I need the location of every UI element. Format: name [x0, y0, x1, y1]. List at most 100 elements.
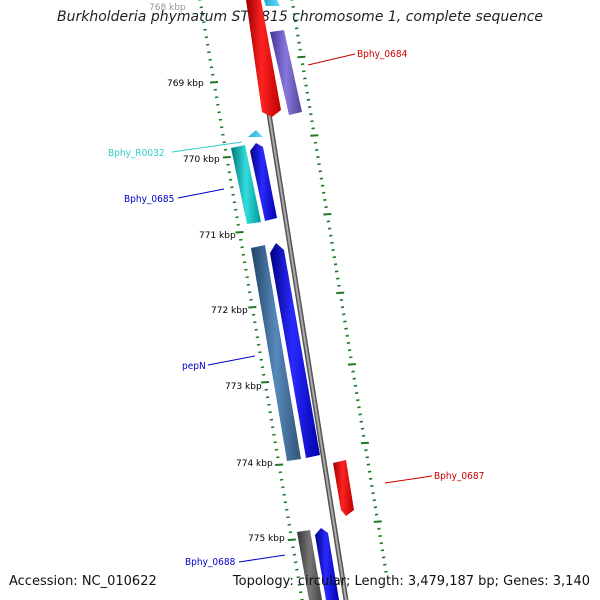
tick-mark — [207, 51, 211, 54]
gene-bphy-0684-ortholog[interactable] — [270, 30, 302, 115]
tick-mark — [297, 583, 302, 586]
tick-label-775: 775 kbp — [248, 534, 285, 544]
tick-mark — [309, 113, 313, 116]
tick-mark — [231, 193, 235, 196]
tick-mark — [213, 88, 218, 91]
tick-mark — [245, 276, 249, 279]
gene-features — [231, 0, 354, 600]
tick-mark — [360, 427, 365, 430]
tick-label-772: 772 kbp — [211, 306, 248, 316]
map-title: Burkholderia phymatum STM815 chromosome … — [56, 9, 543, 25]
tick-mark — [230, 186, 234, 189]
tick-mark — [240, 246, 244, 249]
tick-mark — [297, 41, 301, 44]
gene-label-bphy-0688[interactable]: Bphy_0688 — [185, 557, 236, 568]
tick-mark — [208, 58, 212, 61]
tick-mark — [307, 106, 312, 109]
tick-mark — [291, 5, 295, 8]
gene-bphy-0685-arrow[interactable] — [250, 143, 277, 221]
tick-mark — [200, 13, 205, 16]
tick-mark — [367, 470, 372, 473]
tick-mark — [214, 96, 219, 99]
tick-mark — [205, 43, 210, 46]
tick-mark — [264, 388, 269, 391]
tick-mark — [202, 21, 206, 24]
tick-mark — [326, 220, 331, 223]
tick-mark — [291, 546, 295, 549]
tick-mark — [281, 486, 285, 489]
tick-mark — [331, 249, 335, 252]
tick-mark — [360, 441, 369, 445]
tick-mark — [324, 206, 328, 209]
accession-text: Accession: NC_010622 — [9, 574, 157, 589]
rna-bphy-r0032-marker[interactable] — [248, 130, 263, 137]
tick-mark — [323, 213, 332, 216]
gene-fragment-top[interactable] — [264, 0, 280, 6]
gene-bphy-r0032-box[interactable] — [231, 145, 261, 224]
gene-label-pepn[interactable]: pepN — [182, 361, 206, 372]
tick-mark — [221, 133, 225, 136]
tick-mark — [228, 178, 233, 181]
gene-label-bphy-r0032[interactable]: Bphy_R0032 — [108, 148, 165, 159]
tick-mark — [364, 449, 368, 452]
gene-bphy-0688-ortholog[interactable] — [297, 530, 322, 600]
tick-mark — [374, 513, 379, 516]
tick-mark — [353, 384, 358, 387]
tick-mark — [380, 549, 385, 552]
tick-mark — [366, 463, 371, 466]
tick-mark — [293, 20, 298, 23]
tick-mark — [251, 313, 256, 316]
tick-mark — [298, 48, 302, 51]
tick-mark — [256, 343, 261, 346]
tick-mark — [384, 570, 388, 573]
tick-dots-left — [198, 0, 304, 600]
tick-mark — [378, 535, 382, 538]
gene-label-bphy-0684[interactable]: Bphy_0684 — [357, 49, 408, 60]
tick-mark — [209, 81, 219, 84]
gene-bphy-0688-arrow[interactable] — [315, 528, 339, 600]
tick-mark — [336, 277, 340, 280]
gene-pepn-arrow[interactable] — [270, 243, 320, 458]
tick-mark — [336, 291, 345, 295]
tick-mark — [204, 36, 209, 39]
gene-bphy-0687-arrow[interactable] — [333, 460, 354, 516]
tick-mark — [217, 111, 221, 114]
tick-mark — [218, 118, 223, 121]
tick-mark — [219, 126, 224, 129]
tick-mark — [320, 184, 325, 187]
tick-labels: 768 kbp 769 kbp 770 kbp 771 kbp 772 kbp … — [149, 3, 285, 544]
gene-pepn-ortholog[interactable] — [251, 245, 301, 461]
tick-mark — [287, 538, 296, 541]
tick-mark — [348, 356, 353, 359]
gene-leader-lines — [171, 53, 433, 563]
tick-mark — [340, 306, 345, 309]
tick-mark — [247, 291, 252, 294]
tick-mark — [278, 471, 283, 474]
tick-mark — [303, 77, 307, 80]
gene-labels: Bphy_0684 Bphy_R0032 Bphy_0685 pepN Bphy… — [108, 49, 484, 568]
tick-mark — [344, 327, 348, 330]
tick-mark — [371, 492, 375, 495]
topology-text: Topology: circular; Length: 3,479,187 bp… — [232, 574, 590, 589]
gene-label-bphy-0685[interactable]: Bphy_0685 — [124, 194, 174, 205]
tick-mark — [274, 448, 279, 451]
tick-mark — [253, 321, 257, 324]
tick-mark — [199, 6, 204, 9]
tick-mark — [235, 216, 239, 219]
gene-label-bphy-0687[interactable]: Bphy_0687 — [434, 471, 484, 482]
gene-bphy-0683-arrow[interactable] — [246, 0, 281, 117]
tick-mark — [296, 576, 300, 579]
tick-mark — [361, 434, 366, 437]
tick-mark — [203, 28, 207, 31]
tick-mark — [297, 55, 306, 59]
tick-mark — [356, 399, 360, 402]
tick-mark — [209, 66, 214, 69]
tick-mark — [235, 231, 244, 234]
tick-label-773: 773 kbp — [225, 382, 262, 392]
tick-mark — [323, 198, 327, 201]
tick-mark — [254, 328, 258, 331]
tick-mark — [310, 134, 319, 137]
tick-label-771: 771 kbp — [199, 231, 236, 241]
tick-mark — [279, 478, 284, 481]
tick-mark — [300, 63, 305, 66]
